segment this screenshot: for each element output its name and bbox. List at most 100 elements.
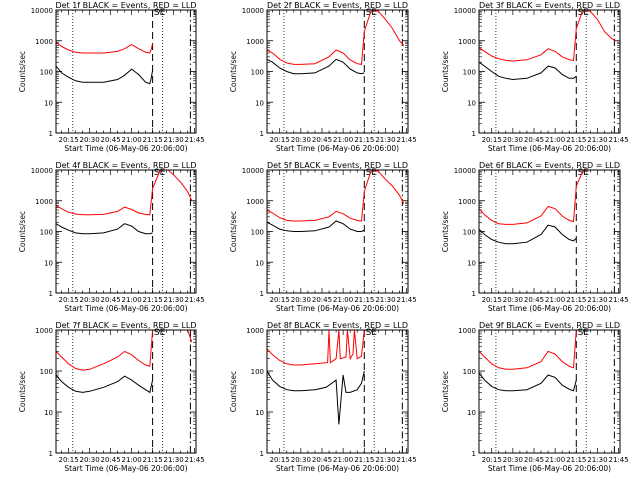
se-marker-label: SE <box>578 168 590 178</box>
y-tick-label: 1 <box>472 290 476 298</box>
series-line-events <box>267 370 365 425</box>
x-tick-label: 21:15 <box>566 136 586 144</box>
y-tick-label: 100 <box>251 368 264 376</box>
series-line-lld <box>56 330 193 371</box>
chart-title: Det 3f BLACK = Events, RED = LLD <box>479 1 620 10</box>
x-tick-label: 20:45 <box>101 296 121 304</box>
x-tick-label: 20:15 <box>59 456 79 464</box>
x-tick-label: 20:15 <box>59 296 79 304</box>
y-tick-label: 1 <box>472 130 476 138</box>
x-tick-label: 20:30 <box>503 456 523 464</box>
plot-frame <box>478 169 621 294</box>
se-marker-label: SE <box>154 8 166 18</box>
y-tick-label: 100 <box>463 368 476 376</box>
y-tick-label: 10000 <box>31 167 53 175</box>
x-tick-label: 21:30 <box>375 136 395 144</box>
y-tick-label: 1 <box>260 290 264 298</box>
chart-title: Det 8f BLACK = Events, RED = LLD <box>267 321 408 330</box>
panel: Det 3f BLACK = Events, RED = LLD 1 10 100 10… <box>441 1 629 153</box>
x-tick-label: 20:30 <box>80 296 100 304</box>
x-tick-label: 20:30 <box>291 136 311 144</box>
y-tick-label: 10 <box>44 99 53 107</box>
panel: Det 8f BLACK = Events, RED = LLD 1 10 100 10… <box>229 321 417 473</box>
chart-title: Det 9f BLACK = Events, RED = LLD <box>479 321 620 330</box>
y-axis-title: Counts/sec <box>441 51 450 92</box>
x-tick-label: 21:00 <box>333 456 353 464</box>
series-line-events <box>56 374 154 394</box>
y-axis-title: Counts/sec <box>18 371 27 412</box>
chart-title: Det 2f BLACK = Events, RED = LLD <box>267 1 408 10</box>
x-axis-title: Start Time (06-May-06 20:06:00) <box>488 464 611 473</box>
series-line-events <box>479 224 577 245</box>
x-tick-label: 20:45 <box>101 456 121 464</box>
se-marker-label: SE <box>154 328 166 338</box>
plot-frame <box>55 169 197 294</box>
series-line-lld <box>479 330 616 370</box>
x-tick-label: 21:15 <box>354 136 374 144</box>
series-line-events <box>479 372 577 392</box>
series-line-lld <box>267 330 365 366</box>
y-tick-label: 1000 <box>35 198 53 206</box>
plot-frame <box>266 9 409 134</box>
plot-frame <box>266 329 409 454</box>
y-tick-label: 1 <box>260 450 264 458</box>
x-tick-label: 21:00 <box>122 296 142 304</box>
x-tick-label: 20:15 <box>270 456 290 464</box>
x-tick-label: 21:00 <box>122 136 142 144</box>
y-tick-label: 10 <box>467 99 476 107</box>
y-tick-label: 100 <box>40 368 53 376</box>
panel: Det 7f BLACK = Events, RED = LLD 1 10 100 10… <box>18 321 205 473</box>
y-tick-label: 1000 <box>246 38 264 46</box>
series-line-events <box>267 58 365 75</box>
series-line-lld <box>479 170 616 225</box>
x-tick-label: 20:45 <box>312 456 332 464</box>
x-tick-label: 20:30 <box>80 136 100 144</box>
x-tick-label: 21:30 <box>164 136 184 144</box>
y-tick-label: 1000 <box>35 38 53 46</box>
y-tick-label: 1 <box>472 450 476 458</box>
panel: Det 1f BLACK = Events, RED = LLD 1 10 100 10… <box>18 1 205 153</box>
x-tick-label: 21:45 <box>608 456 628 464</box>
y-tick-label: 10 <box>44 259 53 267</box>
y-tick-label: 100 <box>251 229 264 237</box>
x-tick-label: 21:00 <box>333 296 353 304</box>
x-tick-label: 21:00 <box>333 136 353 144</box>
y-tick-label: 10 <box>255 409 264 417</box>
y-tick-label: 1 <box>49 290 53 298</box>
x-tick-label: 20:45 <box>312 296 332 304</box>
x-axis-title: Start Time (06-May-06 20:06:00) <box>276 144 399 153</box>
y-tick-label: 1000 <box>246 327 264 335</box>
y-tick-label: 100 <box>463 229 476 237</box>
x-tick-label: 21:45 <box>608 136 628 144</box>
x-tick-label: 20:45 <box>101 136 121 144</box>
x-tick-label: 21:00 <box>545 456 565 464</box>
y-tick-label: 1000 <box>458 198 476 206</box>
x-axis-title: Start Time (06-May-06 20:06:00) <box>276 464 399 473</box>
y-tick-label: 1000 <box>35 327 53 335</box>
y-tick-label: 100 <box>40 229 53 237</box>
x-tick-label: 20:30 <box>503 136 523 144</box>
y-axis-title: Counts/sec <box>18 211 27 252</box>
panel: Det 5f BLACK = Events, RED = LLD 1 10 100 10… <box>229 161 417 313</box>
series-line-lld <box>267 170 405 222</box>
x-tick-label: 21:00 <box>545 136 565 144</box>
x-tick-label: 21:30 <box>164 456 184 464</box>
x-axis-title: Start Time (06-May-06 20:06:00) <box>276 304 399 313</box>
plot-frame <box>266 169 409 294</box>
x-tick-label: 21:00 <box>122 456 142 464</box>
x-axis-title: Start Time (06-May-06 20:06:00) <box>488 144 611 153</box>
x-tick-label: 20:15 <box>59 136 79 144</box>
y-tick-label: 10000 <box>454 167 476 175</box>
se-marker-label: SE <box>154 168 166 178</box>
x-tick-label: 21:15 <box>143 296 163 304</box>
y-tick-label: 10 <box>467 409 476 417</box>
x-tick-label: 21:30 <box>164 296 184 304</box>
y-tick-label: 1 <box>49 450 53 458</box>
se-marker-label: SE <box>366 168 378 178</box>
panel: Det 2f BLACK = Events, RED = LLD 1 10 100 10… <box>229 1 417 153</box>
x-axis-title: Start Time (06-May-06 20:06:00) <box>64 144 187 153</box>
y-tick-label: 10 <box>255 99 264 107</box>
x-tick-label: 21:30 <box>375 296 395 304</box>
y-tick-label: 10 <box>44 409 53 417</box>
